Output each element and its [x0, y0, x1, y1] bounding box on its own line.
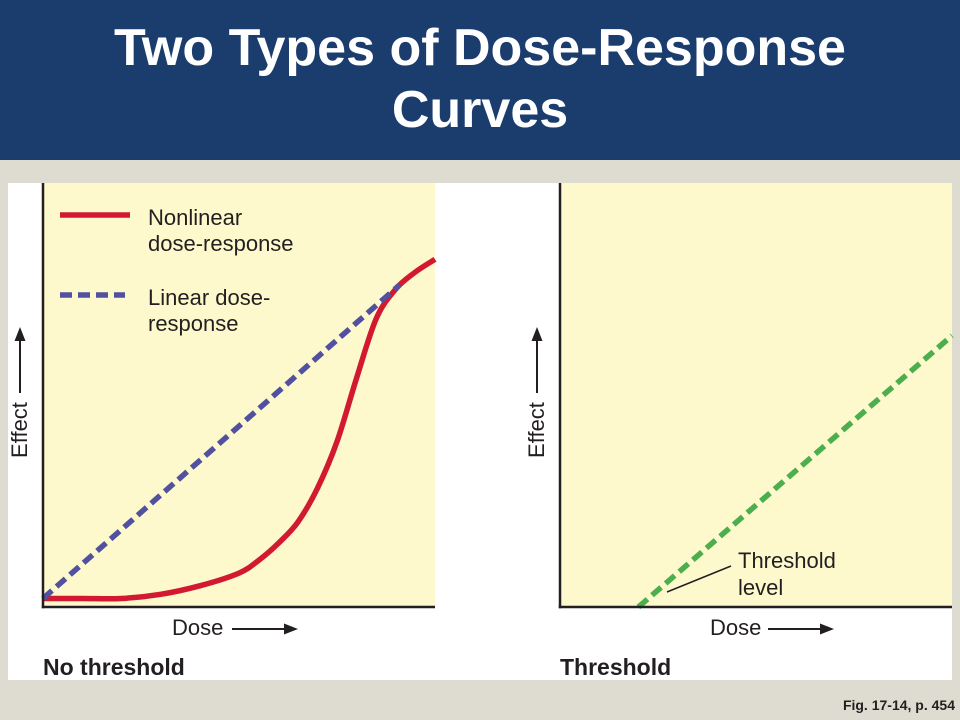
plot-area	[560, 183, 952, 607]
chart-caption-no-threshold: No threshold	[43, 654, 185, 680]
series-line-nonlinear-dose-response	[43, 256, 437, 602]
right-arrow-icon	[820, 623, 834, 635]
slide-title: Two Types of Dose-Response Curves	[114, 19, 846, 139]
x-axis-label-left: Dose	[172, 615, 224, 640]
figure-reference: Fig. 17-14, p. 454	[842, 697, 955, 713]
y-axis-label-left: Effect	[7, 402, 32, 458]
chart-layer	[14, 183, 954, 635]
chart-caption-threshold: Threshold	[560, 654, 672, 680]
title-banner: Two Types of Dose-Response Curves	[0, 0, 960, 160]
up-arrow-icon	[531, 327, 543, 341]
annotation-leader-line	[666, 565, 732, 593]
y-axis-label-right: Effect	[524, 402, 549, 458]
x-axis-label-right: Dose	[710, 615, 762, 640]
chart-no-threshold	[14, 183, 437, 635]
up-arrow-icon	[14, 327, 26, 341]
right-arrow-icon	[284, 623, 298, 635]
legend-label-nonlinear: Nonlinear dose-response	[148, 205, 294, 256]
threshold-level-annotation: Threshold level	[738, 548, 836, 600]
plot-area	[43, 183, 435, 607]
legend-label-linear: Linear dose-response	[148, 285, 271, 336]
series-line-series-1	[636, 333, 954, 610]
chart-threshold	[531, 183, 954, 635]
series-line-linear-dose-response	[41, 282, 402, 601]
